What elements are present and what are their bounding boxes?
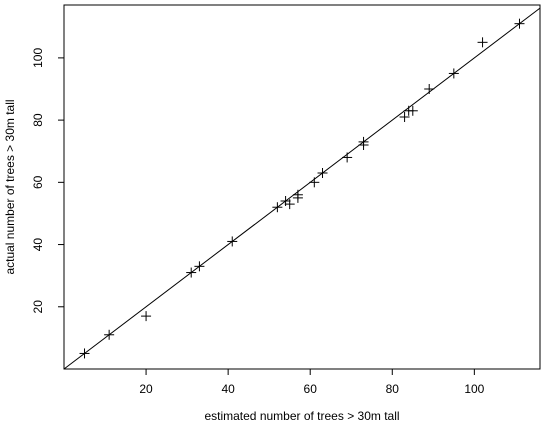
identity-reference-line <box>63 7 541 370</box>
data-point <box>284 199 295 210</box>
y-tick-label: 80 <box>31 113 45 127</box>
x-tick-label: 40 <box>221 382 235 396</box>
data-point <box>227 236 238 247</box>
x-axis: 20 40 60 80 100 <box>139 369 485 396</box>
plot-frame <box>63 4 541 370</box>
data-point <box>407 105 418 116</box>
x-tick-label: 80 <box>386 382 400 396</box>
y-tick-label: 20 <box>31 300 45 314</box>
data-point <box>358 136 369 147</box>
data-point <box>317 168 328 178</box>
data-point <box>194 261 205 272</box>
y-tick-label: 100 <box>31 48 45 68</box>
x-tick-label: 100 <box>464 382 484 396</box>
x-tick-label: 60 <box>304 382 318 396</box>
y-tick-label: 60 <box>31 175 45 189</box>
data-point <box>424 84 435 94</box>
data-point <box>272 202 283 213</box>
data-points <box>79 18 525 359</box>
data-point <box>292 189 303 200</box>
data-point <box>342 152 353 163</box>
x-axis-label: estimated number of trees > 30m tall <box>204 409 399 423</box>
data-point <box>309 177 320 188</box>
y-tick-label: 40 <box>31 238 45 252</box>
y-axis-label: actual number of trees > 30m tall <box>3 99 17 274</box>
data-point <box>514 18 525 29</box>
data-point <box>477 37 488 48</box>
data-point <box>141 311 152 322</box>
data-point <box>399 112 410 122</box>
y-axis: 20 40 60 80 100 <box>31 48 64 314</box>
data-point <box>186 267 197 278</box>
data-point <box>79 348 90 359</box>
data-point <box>104 329 115 340</box>
x-tick-label: 20 <box>139 382 153 396</box>
data-point <box>448 68 459 79</box>
